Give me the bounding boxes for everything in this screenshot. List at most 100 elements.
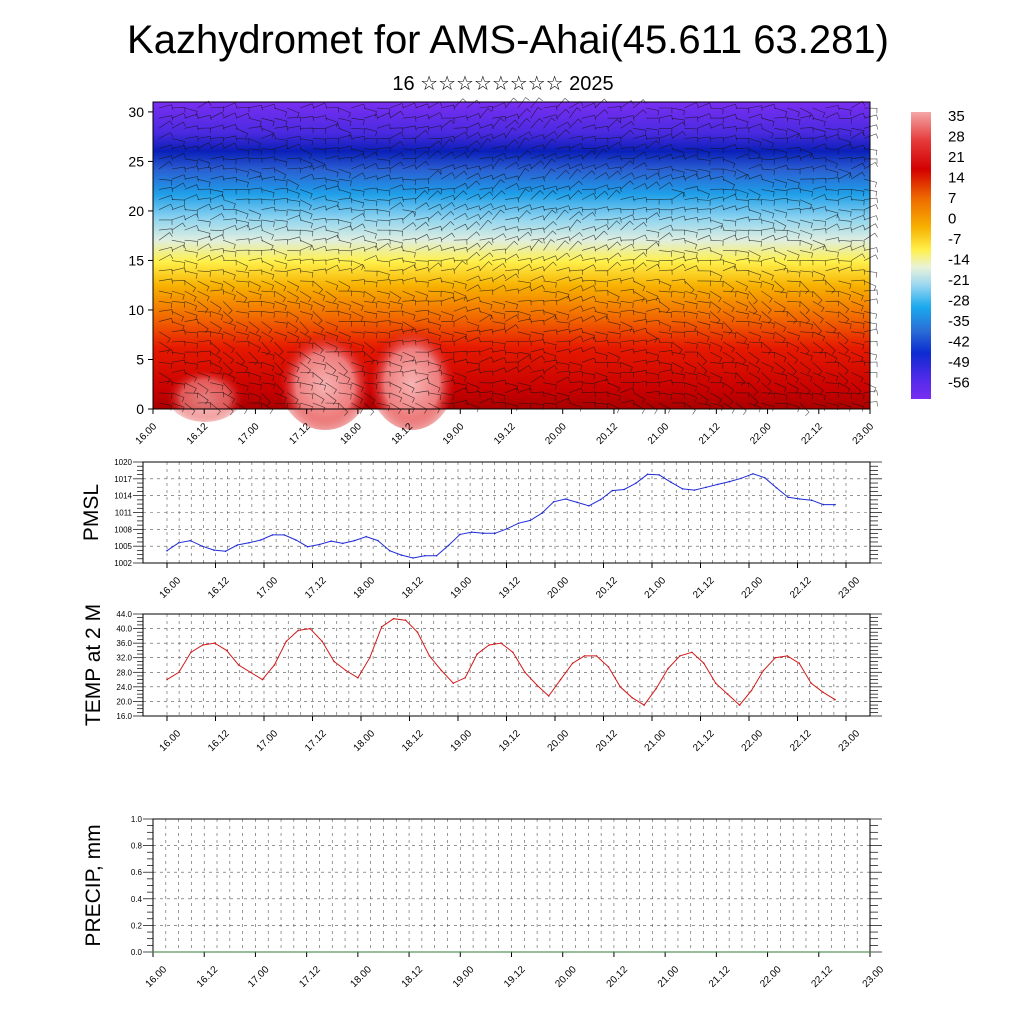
wind-barb xyxy=(312,259,327,265)
wind-barb xyxy=(812,135,827,141)
wind-barb xyxy=(287,392,299,405)
wind-barb xyxy=(671,301,685,310)
wind-barb xyxy=(389,328,404,335)
wind-barb xyxy=(504,161,520,170)
wind-barb xyxy=(364,301,378,309)
wind-barb xyxy=(710,321,724,329)
wind-barb xyxy=(620,381,634,388)
x-tick-label: 18.12 xyxy=(400,575,426,601)
wind-barb xyxy=(197,402,211,408)
wind-barb xyxy=(274,250,287,260)
wind-barb xyxy=(671,278,686,285)
wind-barb xyxy=(697,341,711,350)
wind-barb xyxy=(722,103,738,110)
wind-barb xyxy=(492,173,507,180)
wind-barb xyxy=(197,158,211,168)
wind-barb xyxy=(697,228,712,234)
data-point xyxy=(189,539,192,542)
wind-barb xyxy=(389,140,404,149)
wind-barb xyxy=(492,145,507,151)
wind-barb xyxy=(543,239,556,251)
wind-barb xyxy=(748,321,762,329)
wind-barb xyxy=(325,107,340,113)
wind-barb xyxy=(646,168,660,175)
heatmap-y-tick-label: 25 xyxy=(128,153,144,169)
data-point xyxy=(631,697,633,699)
wind-barb xyxy=(825,158,838,169)
wind-barb xyxy=(568,219,582,231)
wind-barb xyxy=(364,382,378,390)
wind-barb xyxy=(722,205,738,211)
wind-barb xyxy=(658,174,674,180)
wind-barb xyxy=(722,311,735,323)
wind-barb xyxy=(543,152,558,160)
wind-barb xyxy=(453,98,467,109)
wind-barb xyxy=(274,219,288,227)
wind-barb xyxy=(402,300,417,306)
wind-barb xyxy=(466,99,481,109)
wind-barb xyxy=(517,286,533,292)
wind-barb xyxy=(530,275,545,282)
y-tick-label: 0.0 xyxy=(131,948,143,957)
wind-barb xyxy=(402,148,416,156)
wind-barb xyxy=(376,219,391,226)
wind-barb xyxy=(684,116,699,122)
wind-barb xyxy=(530,153,545,160)
heatmap-x-tick-label: 23.00 xyxy=(851,421,877,447)
wind-barb xyxy=(581,285,597,292)
colorbar-label: -21 xyxy=(948,272,970,289)
wind-barb xyxy=(568,118,583,129)
wind-barb xyxy=(338,382,352,390)
wind-barb xyxy=(222,142,238,149)
wind-barb xyxy=(761,148,775,155)
wind-barb xyxy=(787,402,800,413)
wind-barb xyxy=(710,250,723,261)
wind-barb xyxy=(761,199,775,206)
wind-barb xyxy=(594,315,609,322)
data-point xyxy=(619,686,622,688)
wind-barb xyxy=(466,284,481,292)
wind-barb xyxy=(569,180,583,190)
wind-barb xyxy=(697,102,712,109)
wind-barb xyxy=(658,392,673,400)
wind-barb xyxy=(748,105,763,111)
wind-barb xyxy=(235,224,251,231)
wind-barb xyxy=(466,307,481,313)
colorbar-label: -49 xyxy=(948,354,970,371)
wind-barb xyxy=(351,117,365,125)
wind-barb xyxy=(505,217,520,223)
x-tick-label: 19.00 xyxy=(451,964,477,990)
wind-barb xyxy=(171,359,186,366)
wind-barb xyxy=(158,269,173,275)
wind-barb xyxy=(261,362,275,372)
wind-barb xyxy=(697,331,710,342)
wind-barb xyxy=(440,135,455,142)
wind-barb xyxy=(389,184,404,190)
wind-barb xyxy=(440,257,456,263)
wind-barb xyxy=(466,148,479,160)
wind-barb xyxy=(569,254,584,261)
wind-barb xyxy=(402,328,417,334)
wind-barb xyxy=(645,290,659,302)
wind-barb xyxy=(671,189,685,198)
data-point xyxy=(787,496,789,499)
wind-barb xyxy=(594,172,609,180)
wind-barb xyxy=(607,261,621,272)
wind-barb xyxy=(171,107,186,113)
wind-barb xyxy=(607,278,622,284)
wind-barb xyxy=(453,280,467,290)
wind-barb xyxy=(543,105,558,111)
wind-barb xyxy=(440,372,454,382)
wind-barb xyxy=(722,178,736,190)
x-tick-label: 21.12 xyxy=(707,964,733,990)
colorbar-label: 35 xyxy=(948,108,965,125)
wind-barb xyxy=(607,321,621,330)
heatmap-x-tick-label: 19.00 xyxy=(441,421,467,447)
wind-barb xyxy=(492,257,507,264)
wind-barb xyxy=(671,215,686,221)
wind-barb xyxy=(543,329,558,335)
wind-barb xyxy=(786,133,802,139)
wind-barb xyxy=(851,224,866,231)
wind-barb xyxy=(607,136,622,143)
wind-barb xyxy=(774,402,788,409)
